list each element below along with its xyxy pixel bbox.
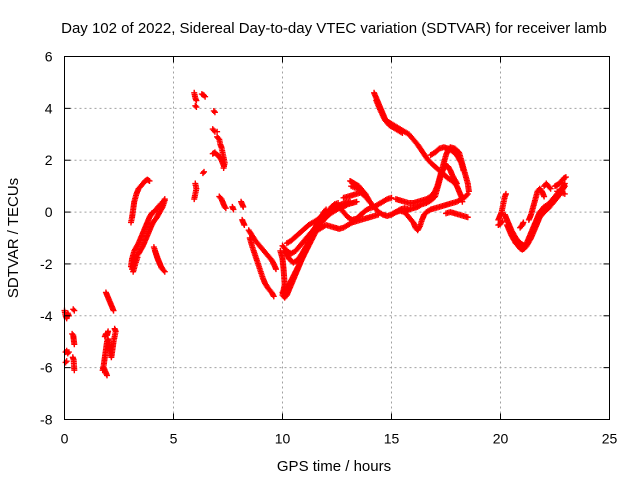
data-point bbox=[201, 92, 208, 99]
data-point bbox=[541, 193, 548, 200]
data-point bbox=[210, 127, 217, 134]
data-point bbox=[457, 158, 464, 165]
y-tick-label: -4 bbox=[40, 308, 53, 324]
data-point bbox=[210, 107, 217, 114]
plot-frame bbox=[64, 56, 610, 420]
y-tick-label: -6 bbox=[40, 360, 53, 376]
data-point bbox=[62, 359, 69, 366]
data-point bbox=[69, 330, 76, 337]
data-point bbox=[347, 198, 354, 205]
data-point bbox=[560, 184, 567, 191]
data-point bbox=[65, 349, 72, 356]
x-tick-label: 0 bbox=[61, 431, 69, 447]
data-point bbox=[460, 167, 467, 174]
y-tick-label: -2 bbox=[40, 256, 53, 272]
data-point bbox=[498, 219, 505, 226]
data-point bbox=[399, 129, 406, 136]
data-point bbox=[214, 128, 221, 135]
data-points bbox=[61, 89, 569, 379]
data-point bbox=[146, 177, 153, 184]
data-point bbox=[64, 350, 71, 357]
data-point bbox=[201, 168, 208, 175]
data-point bbox=[240, 203, 247, 210]
data-point bbox=[193, 97, 200, 104]
data-point bbox=[105, 328, 112, 335]
x-tick-label: 15 bbox=[384, 431, 400, 447]
y-tick-label: -8 bbox=[40, 412, 53, 428]
data-point bbox=[158, 205, 165, 212]
data-point bbox=[193, 104, 200, 111]
data-point bbox=[110, 307, 117, 314]
data-point bbox=[220, 162, 227, 169]
data-point bbox=[465, 188, 472, 195]
data-point bbox=[158, 264, 165, 271]
data-point bbox=[71, 341, 78, 348]
data-point bbox=[366, 198, 373, 205]
data-point bbox=[270, 292, 277, 299]
y-tick-label: 6 bbox=[45, 49, 53, 65]
data-point bbox=[221, 203, 228, 210]
data-point bbox=[199, 170, 206, 177]
x-tick-label: 10 bbox=[275, 431, 291, 447]
data-point bbox=[463, 192, 470, 199]
data-point bbox=[388, 194, 395, 201]
data-point bbox=[353, 198, 360, 205]
y-tick-label: 2 bbox=[45, 152, 53, 168]
data-point bbox=[272, 266, 279, 273]
x-tick-label: 25 bbox=[602, 431, 618, 447]
data-point bbox=[357, 187, 364, 194]
data-point bbox=[71, 307, 78, 314]
y-axis-label: SDTVAR / TECUs bbox=[5, 178, 22, 298]
data-point bbox=[215, 135, 222, 142]
data-point bbox=[546, 184, 553, 191]
data-point bbox=[134, 254, 141, 261]
data-point bbox=[561, 183, 568, 190]
data-point bbox=[222, 205, 229, 212]
data-point bbox=[562, 174, 569, 181]
data-point bbox=[211, 109, 218, 116]
data-point bbox=[161, 197, 168, 204]
data-point bbox=[547, 185, 554, 192]
data-point bbox=[561, 190, 568, 197]
data-point bbox=[241, 222, 248, 229]
data-point bbox=[365, 197, 372, 204]
data-point bbox=[230, 206, 237, 213]
data-point bbox=[464, 214, 471, 221]
data-point bbox=[453, 180, 460, 187]
data-point bbox=[327, 209, 334, 216]
data-point bbox=[202, 93, 209, 100]
data-point bbox=[111, 325, 118, 332]
data-point bbox=[104, 372, 111, 379]
x-axis-label: GPS time / hours bbox=[277, 458, 391, 475]
data-point bbox=[71, 367, 78, 374]
data-point bbox=[192, 180, 199, 187]
data-point bbox=[453, 179, 460, 186]
y-tick-label: 4 bbox=[45, 100, 53, 116]
x-tick-label: 20 bbox=[493, 431, 509, 447]
data-point bbox=[192, 102, 199, 109]
data-point bbox=[70, 306, 77, 313]
x-tick-label: 5 bbox=[170, 431, 178, 447]
y-tick-label: 0 bbox=[45, 204, 53, 220]
chart-title: Day 102 of 2022, Sidereal Day-to-day VTE… bbox=[61, 20, 607, 37]
data-point bbox=[270, 293, 277, 300]
data-point bbox=[416, 224, 423, 231]
data-point bbox=[520, 219, 527, 226]
axis-ticks: 0 5 10 15 20 25 -8 -6 -4 -2 0 2 4 6 bbox=[40, 49, 617, 447]
data-point bbox=[502, 190, 509, 197]
data-point bbox=[161, 268, 168, 275]
